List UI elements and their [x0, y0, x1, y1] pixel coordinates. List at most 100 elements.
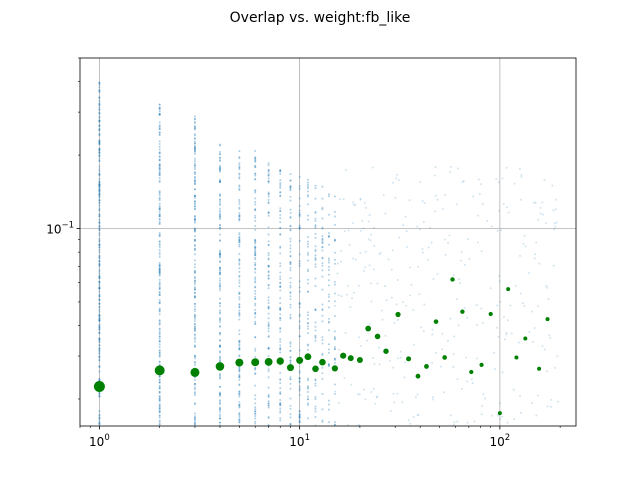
raw-point	[507, 319, 510, 322]
raw-point	[412, 309, 415, 312]
raw-point	[158, 171, 161, 174]
raw-point	[98, 320, 101, 323]
raw-point	[267, 404, 270, 407]
raw-point	[158, 264, 161, 267]
raw-point	[98, 272, 101, 275]
raw-point	[238, 177, 241, 180]
raw-point	[254, 394, 257, 397]
raw-point	[98, 395, 101, 398]
raw-point	[158, 217, 161, 220]
raw-point	[314, 225, 317, 228]
raw-point	[267, 274, 270, 277]
raw-point	[98, 128, 101, 131]
raw-point	[298, 416, 301, 419]
raw-point	[279, 387, 282, 390]
raw-point	[279, 221, 282, 224]
raw-point	[444, 193, 447, 196]
raw-point	[279, 307, 282, 310]
raw-point	[238, 267, 241, 270]
raw-point	[549, 405, 552, 408]
raw-point	[158, 266, 161, 269]
raw-point	[298, 415, 301, 418]
raw-point	[521, 302, 524, 305]
raw-point	[158, 301, 161, 304]
raw-point	[267, 240, 270, 243]
raw-point	[158, 222, 161, 225]
raw-point	[193, 144, 196, 147]
raw-point	[98, 298, 101, 301]
raw-point	[279, 392, 282, 395]
raw-point	[158, 220, 161, 223]
raw-point	[218, 261, 221, 264]
raw-point	[218, 168, 221, 171]
raw-point	[254, 165, 257, 168]
raw-point	[327, 343, 330, 346]
raw-point	[98, 125, 101, 128]
raw-point	[254, 398, 257, 401]
raw-point	[98, 119, 101, 122]
raw-point	[267, 162, 270, 165]
raw-point	[193, 334, 196, 337]
raw-point	[538, 262, 541, 265]
raw-point	[289, 195, 292, 198]
raw-point	[98, 310, 101, 313]
raw-point	[298, 303, 301, 306]
raw-point	[218, 166, 221, 169]
raw-point	[158, 255, 161, 258]
raw-point	[98, 226, 101, 229]
raw-point	[333, 420, 336, 423]
raw-point	[218, 157, 221, 160]
raw-point	[279, 371, 282, 374]
raw-point	[267, 244, 270, 247]
raw-point	[218, 169, 221, 172]
raw-point	[218, 395, 221, 398]
raw-point	[298, 253, 301, 256]
raw-point	[193, 162, 196, 165]
raw-point	[431, 396, 434, 399]
raw-point	[327, 195, 330, 198]
raw-point	[98, 395, 101, 398]
raw-point	[158, 286, 161, 289]
raw-point	[218, 215, 221, 218]
raw-point	[254, 214, 257, 217]
raw-point	[298, 306, 301, 309]
raw-point	[193, 227, 196, 230]
raw-point	[306, 290, 309, 293]
raw-point	[327, 236, 330, 239]
raw-point	[279, 417, 282, 420]
raw-point	[254, 355, 257, 358]
raw-point	[158, 272, 161, 275]
raw-point	[298, 280, 301, 283]
raw-point	[158, 235, 161, 238]
binned-mean-point	[406, 356, 412, 362]
raw-point	[193, 178, 196, 181]
raw-point	[460, 251, 463, 254]
raw-point	[394, 196, 397, 199]
raw-point	[333, 304, 336, 307]
raw-point	[289, 262, 292, 265]
raw-point	[193, 217, 196, 220]
raw-point	[218, 216, 221, 219]
raw-point	[193, 345, 196, 348]
raw-point	[158, 319, 161, 322]
raw-point	[218, 282, 221, 285]
raw-point	[193, 180, 196, 183]
raw-point	[218, 421, 221, 424]
raw-point	[289, 199, 292, 202]
raw-point	[193, 315, 196, 318]
raw-point	[193, 295, 196, 298]
raw-point	[218, 297, 221, 300]
raw-point	[193, 418, 196, 421]
raw-point	[374, 402, 377, 405]
raw-point	[218, 218, 221, 221]
raw-point	[193, 188, 196, 191]
raw-point	[279, 285, 282, 288]
raw-point	[426, 258, 429, 261]
raw-point	[321, 377, 324, 380]
raw-point	[314, 226, 317, 229]
raw-point	[158, 134, 161, 137]
raw-point	[218, 331, 221, 334]
raw-point	[158, 145, 161, 148]
raw-point	[298, 260, 301, 263]
raw-point	[359, 229, 362, 232]
